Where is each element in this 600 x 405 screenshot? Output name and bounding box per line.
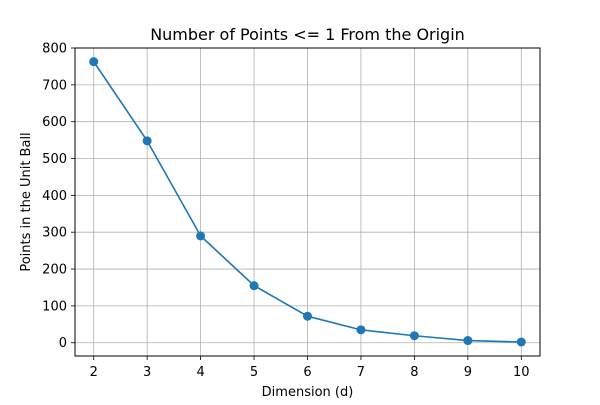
x-tick-label: 5 [250,365,258,380]
y-tick-label: 200 [42,263,67,278]
x-tick-label: 4 [196,365,204,380]
x-tick-label: 2 [90,365,98,380]
x-tick-label: 8 [410,365,418,380]
y-tick-label: 0 [59,336,67,351]
y-tick-label: 400 [42,189,67,204]
x-tick-label: 9 [464,365,472,380]
y-tick-label: 700 [42,78,67,93]
grid [75,47,540,356]
y-tick-label: 800 [42,42,67,57]
series-layer [89,57,526,347]
y-tick-label: 500 [42,152,67,167]
x-tick-label: 6 [303,365,311,380]
data-point [516,337,526,347]
x-tick-label: 3 [143,365,151,380]
data-point [303,311,312,321]
data-point [89,57,99,67]
data-point [196,231,206,241]
y-tick-label: 300 [42,226,67,241]
chart-title: Number of Points <= 1 From the Origin [150,25,465,44]
data-point [142,136,152,146]
x-tick-label: 7 [357,365,365,380]
y-tick-label: 100 [42,299,67,314]
data-point [463,336,473,346]
y-tick-label: 600 [42,115,67,130]
data-point [249,281,259,291]
x-axis-label: Dimension (d) [262,385,354,400]
x-tick-label: 10 [513,365,530,380]
y-axis-label: Points in the Unit Ball [19,132,34,271]
data-point [409,331,419,341]
data-point [356,325,366,335]
